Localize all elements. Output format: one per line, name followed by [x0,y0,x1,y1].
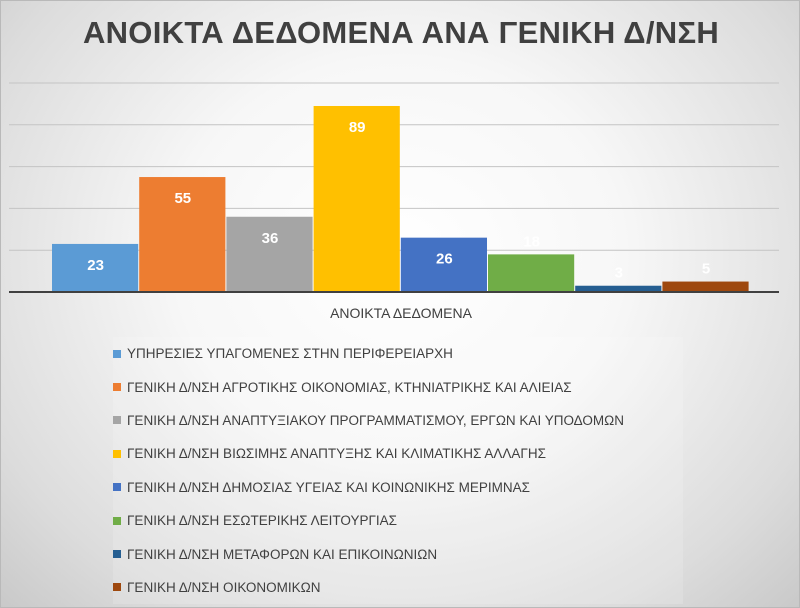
bar [139,177,226,292]
legend-label: ΓΕΝΙΚΗ Δ/ΝΣΗ ΟΙΚΟΝΟΜΙΚΩΝ [127,579,321,595]
legend-label: ΓΕΝΙΚΗ Δ/ΝΣΗ ΑΓΡΟΤΙΚΗΣ ΟΙΚΟΝΟΜΙΑΣ, ΚΤΗΝΙ… [127,379,572,395]
legend-swatch [113,550,121,559]
bar [400,237,487,292]
legend-item: ΥΠΗΡΕΣΙΕΣ ΥΠΑΓΟΜΕΝΕΣ ΣΤΗΝ ΠΕΡΙΦΕΡΕΙΑΡΧΗ [113,337,683,370]
legend-item: ΓΕΝΙΚΗ Δ/ΝΣΗ ΒΙΩΣΙΜΗΣ ΑΝΑΠΤΥΞΗΣ ΚΑΙ ΚΛΙΜ… [113,437,683,470]
legend: ΥΠΗΡΕΣΙΕΣ ΥΠΑΓΟΜΕΝΕΣ ΣΤΗΝ ΠΕΡΙΦΕΡΕΙΑΡΧΗ Γ… [113,337,683,605]
legend-item: ΓΕΝΙΚΗ Δ/ΝΣΗ ΟΙΚΟΝΟΜΙΚΩΝ [113,571,683,604]
bar [488,254,575,292]
legend-item: ΓΕΝΙΚΗ Δ/ΝΣΗ ΕΣΩΤΕΡΙΚΗΣ ΛΕΙΤΟΥΡΓΙΑΣ [113,504,683,537]
data-label: 5 [702,261,710,278]
legend-swatch [113,383,121,392]
legend-label: ΓΕΝΙΚΗ Δ/ΝΣΗ ΒΙΩΣΙΜΗΣ ΑΝΑΠΤΥΞΗΣ ΚΑΙ ΚΛΙΜ… [127,446,546,462]
legend-label: ΥΠΗΡΕΣΙΕΣ ΥΠΑΓΟΜΕΝΕΣ ΣΤΗΝ ΠΕΡΙΦΕΡΕΙΑΡΧΗ [127,346,453,362]
data-label: 18 [523,233,540,250]
data-label: 23 [87,257,104,274]
legend-label: ΓΕΝΙΚΗ Δ/ΝΣΗ ΑΝΑΠΤΥΞΙΑΚΟΥ ΠΡΟΓΡΑΜΜΑΤΙΣΜΟ… [127,412,624,428]
data-label: 89 [349,119,366,136]
legend-swatch [113,483,121,492]
category-label: ΑΝΟΙΚΤΑ ΔΕΔΟΜΕΝΑ [330,305,472,321]
chart-title: ΑΝΟΙΚΤΑ ΔΕΔΟΜΕΝΑ ΑΝΑ ΓΕΝΙΚΗ Δ/ΝΣΗ [82,15,720,50]
data-label: 26 [436,251,453,268]
legend-label: ΓΕΝΙΚΗ Δ/ΝΣΗ ΕΣΩΤΕΡΙΚΗΣ ΛΕΙΤΟΥΡΓΙΑΣ [127,513,397,529]
bar [313,105,400,293]
data-label: 55 [174,190,191,207]
legend-item: ΓΕΝΙΚΗ Δ/ΝΣΗ ΔΗΜΟΣΙΑΣ ΥΓΕΙΑΣ ΚΑΙ ΚΟΙΝΩΝΙ… [113,471,683,504]
data-label: 36 [262,230,279,247]
legend-item: ΓΕΝΙΚΗ Δ/ΝΣΗ ΑΓΡΟΤΙΚΗΣ ΟΙΚΟΝΟΜΙΑΣ, ΚΤΗΝΙ… [113,370,683,403]
data-label: 3 [615,265,623,282]
legend-swatch [113,516,121,525]
bar [226,216,313,292]
legend-item: ΓΕΝΙΚΗ Δ/ΝΣΗ ΑΝΑΠΤΥΞΙΑΚΟΥ ΠΡΟΓΡΑΜΜΑΤΙΣΜΟ… [113,404,683,437]
legend-label: ΓΕΝΙΚΗ Δ/ΝΣΗ ΜΕΤΑΦΟΡΩΝ ΚΑΙ ΕΠΙΚΟΙΝΩΝΙΩΝ [127,546,438,562]
legend-label: ΓΕΝΙΚΗ Δ/ΝΣΗ ΔΗΜΟΣΙΑΣ ΥΓΕΙΑΣ ΚΑΙ ΚΟΙΝΩΝΙ… [127,479,530,495]
legend-swatch [113,583,121,592]
legend-swatch [113,449,121,458]
bar [52,243,139,292]
bar [662,281,749,292]
bar [575,285,662,292]
legend-swatch [113,349,121,358]
legend-item: ΓΕΝΙΚΗ Δ/ΝΣΗ ΜΕΤΑΦΟΡΩΝ ΚΑΙ ΕΠΙΚΟΙΝΩΝΙΩΝ [113,537,683,570]
legend-swatch [113,416,121,425]
